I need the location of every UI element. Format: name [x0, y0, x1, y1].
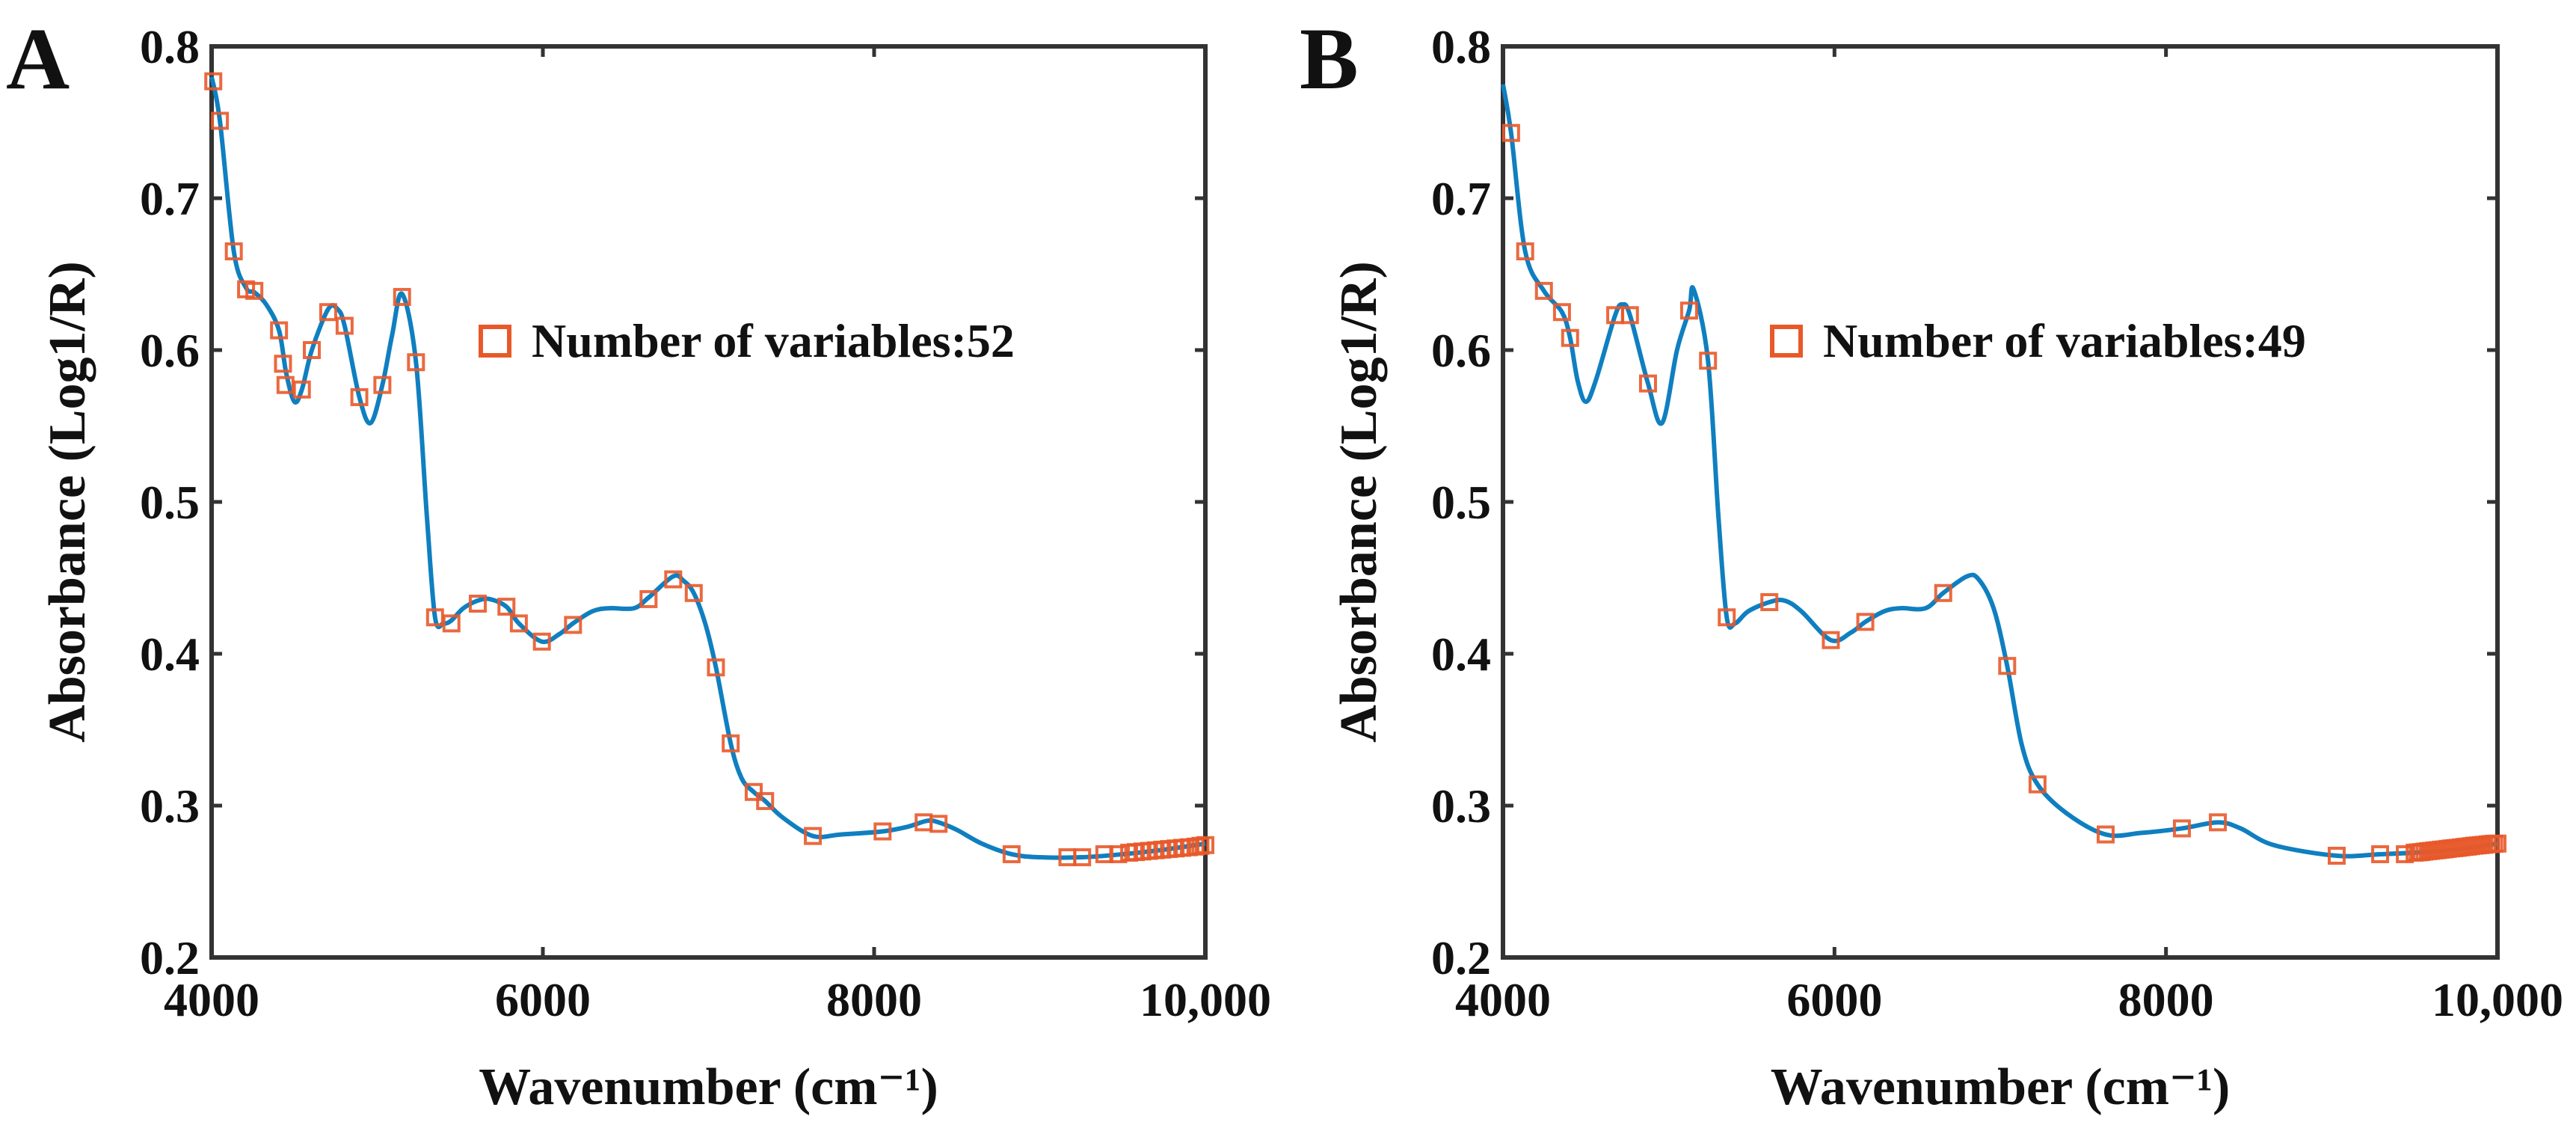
y-tick-label: 0.5: [140, 476, 200, 529]
variable-marker: [442, 614, 461, 633]
variable-marker: [2096, 825, 2115, 844]
variable-marker: [1501, 123, 1520, 142]
variable-marker: [497, 598, 516, 616]
variable-marker: [744, 782, 763, 801]
spectrum-line: [209, 76, 1206, 860]
variable-marker: [2489, 834, 2506, 853]
legend-label: Number of variables:52: [532, 314, 1015, 367]
variable-marker: [393, 287, 411, 306]
variable-marker: [2209, 813, 2228, 832]
variable-marker: [1638, 374, 1657, 393]
variable-marker: [1109, 845, 1128, 863]
y-tick-label: 0.4: [140, 628, 200, 681]
variable-marker: [2371, 845, 2390, 863]
variable-marker: [2028, 775, 2047, 794]
variable-marker: [929, 815, 948, 833]
variable-marker: [1760, 592, 1779, 611]
variable-marker: [873, 822, 892, 841]
variable-marker: [532, 632, 551, 651]
plot-frame: [1501, 44, 2500, 960]
variable-marker: [274, 355, 292, 373]
variable-marker: [1718, 608, 1736, 627]
legend-label: Number of variables:49: [1823, 314, 2306, 367]
variable-marker: [468, 595, 487, 613]
y-tick-label: 0.8: [140, 20, 200, 73]
variable-marker: [2172, 819, 2191, 838]
x-tick-label: 4000: [164, 973, 259, 1026]
variable-marker: [804, 827, 823, 845]
variable-marker: [756, 791, 775, 810]
variable-marker: [292, 380, 311, 399]
legend-marker-icon: [1770, 325, 1803, 358]
legend-marker-icon: [479, 325, 511, 358]
x-tick-label: 10,000: [2432, 973, 2563, 1026]
variable-marker: [684, 583, 703, 602]
x-tick-label: 4000: [1455, 973, 1551, 1026]
variable-marker: [270, 321, 289, 340]
y-tick-label: 0.4: [1431, 628, 1491, 681]
variable-marker: [319, 303, 337, 322]
x-axis-title: Wavenumber (cm⁻¹): [1771, 1058, 2231, 1116]
variable-marker: [509, 614, 528, 633]
variable-marker: [1822, 631, 1840, 649]
variable-marker: [1699, 352, 1718, 370]
variable-marker: [335, 316, 354, 335]
variable-marker: [373, 376, 392, 394]
y-tick-label: 0.8: [1431, 20, 1491, 73]
variable-marker: [1998, 657, 2017, 675]
y-tick-label: 0.3: [1431, 779, 1491, 833]
variable-marker: [1534, 281, 1553, 300]
y-tick-label: 0.2: [140, 931, 200, 984]
x-tick-label: 8000: [2118, 973, 2214, 1026]
y-tick-label: 0.7: [1431, 172, 1491, 225]
y-tick-label: 0.7: [140, 172, 200, 225]
x-tick-label: 6000: [1786, 973, 1882, 1026]
variable-marker: [204, 72, 223, 91]
panel-b: B 0.2 0.3 0.4 0.5 0.6 0.7 0.8 4000 6000 8000 10,000…: [1300, 10, 2563, 1116]
panel-a: A 0.2 0.3 0.4 0.5 0.6 0.7 0.8 4000 6000 8000 10,000…: [6, 10, 1271, 1116]
y-tick-label: 0.6: [140, 324, 200, 377]
variable-marker: [1679, 301, 1698, 320]
y-axis-title: Absorbance (Log1/R): [1330, 261, 1388, 743]
variable-marker: [1561, 328, 1579, 347]
variable-marker: [1620, 306, 1639, 325]
variable-marker: [1856, 613, 1875, 631]
x-tick-label: 8000: [826, 973, 922, 1026]
variable-marker: [1196, 836, 1214, 854]
x-tick-label: 10,000: [1140, 973, 1271, 1026]
variable-marker: [224, 242, 243, 261]
panel-label: B: [1300, 10, 1359, 108]
variable-marker: [1934, 583, 1952, 602]
plot-frame: [209, 44, 1208, 960]
variable-marker: [303, 341, 322, 359]
y-tick-label: 0.2: [1431, 931, 1491, 984]
variable-marker: [211, 111, 230, 130]
variable-marker: [707, 658, 725, 677]
y-tick-label: 0.6: [1431, 324, 1491, 377]
x-axis-title: Wavenumber (cm⁻¹): [479, 1058, 938, 1116]
variable-marker: [664, 570, 683, 589]
y-axis-title: Absorbance (Log1/R): [39, 261, 96, 743]
variable-marker: [1002, 845, 1021, 863]
variable-marker: [639, 589, 658, 608]
y-tick-label: 0.3: [140, 779, 200, 833]
variable-marker: [407, 353, 425, 372]
variable-marker: [2327, 846, 2346, 865]
variable-marker: [1552, 303, 1571, 322]
spectrum-line: [1501, 84, 2498, 859]
variable-marker: [245, 281, 264, 300]
variable-marker: [564, 616, 582, 634]
variable-marker: [1073, 848, 1092, 867]
variable-marker: [1516, 242, 1534, 261]
variable-marker: [722, 734, 740, 753]
variable-marker: [350, 387, 369, 406]
x-tick-label: 6000: [495, 973, 591, 1026]
panel-label: A: [6, 10, 70, 108]
y-tick-label: 0.5: [1431, 476, 1491, 529]
